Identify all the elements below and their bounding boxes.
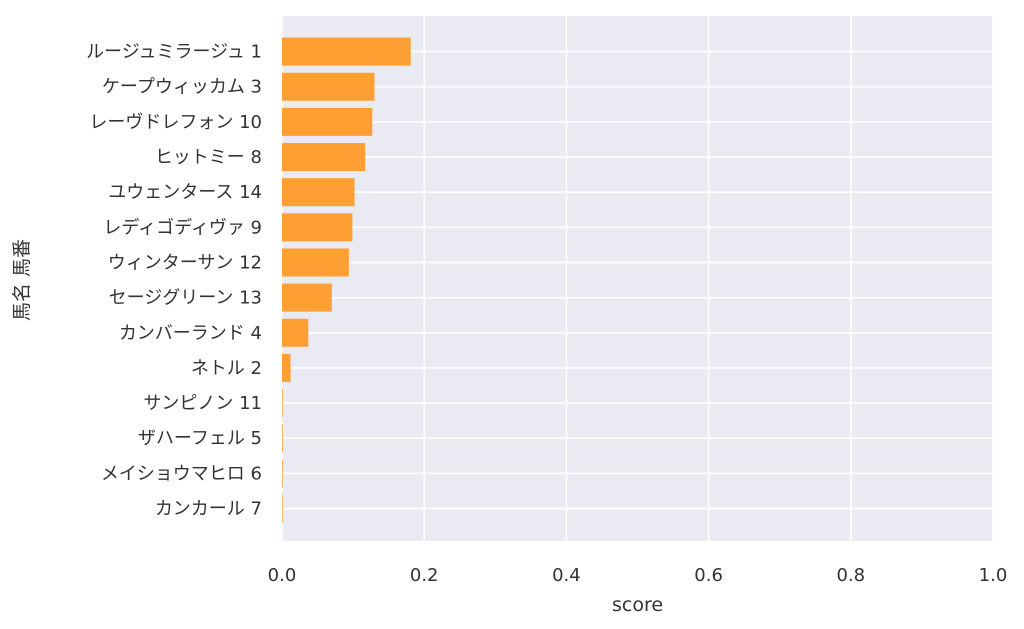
y-tick-label: ウィンターサン 12	[108, 252, 262, 273]
bar	[282, 424, 283, 453]
y-tick-label: ルージュミラージュ 1	[86, 42, 262, 63]
gridlines	[281, 16, 994, 541]
y-tick-label: ユウェンタース 14	[108, 182, 262, 203]
y-tick-label: レディゴディヴァ 9	[103, 217, 262, 238]
x-tick-label: 0.4	[552, 565, 581, 586]
y-tick-label: カンバーランド 4	[119, 323, 262, 344]
bar	[282, 213, 353, 242]
bar	[282, 494, 283, 523]
y-tick-label: セージグリーン 13	[109, 288, 262, 309]
y-axis-title: 馬名 馬番	[11, 239, 33, 321]
x-tick-label: 0.2	[410, 565, 439, 586]
bar	[282, 143, 366, 172]
x-axis-title: score	[612, 594, 663, 616]
x-tick-label: 0.6	[694, 565, 723, 586]
bar	[282, 72, 375, 101]
bar	[282, 107, 373, 136]
y-tick-label: レーヴドレフォン 10	[89, 112, 262, 133]
x-tick-label: 0.8	[836, 565, 865, 586]
bar	[282, 283, 332, 312]
bar	[282, 37, 411, 66]
y-tick-label: ヒットミー 8	[155, 147, 262, 168]
x-tick-label: 0.0	[268, 565, 297, 586]
bar	[282, 178, 355, 207]
bars	[282, 37, 411, 523]
y-tick-label: ネトル 2	[191, 358, 262, 379]
bar	[282, 389, 283, 418]
bar	[282, 459, 283, 488]
y-tick-labels: ルージュミラージュ 1 ケープウィッカム 3 レーヴドレフォン 10 ヒットミー 8 ユ…	[86, 42, 262, 520]
bar	[282, 318, 309, 347]
x-tick-label: 1.0	[979, 565, 1008, 586]
y-tick-label: ケープウィッカム 3	[102, 77, 262, 98]
bar	[282, 353, 291, 382]
y-tick-label: サンピノン 11	[143, 393, 262, 414]
bar	[282, 248, 349, 277]
y-tick-label: カンカール 7	[155, 499, 262, 520]
y-tick-label: ザハーフェル 5	[138, 428, 262, 449]
y-tick-label: メイショウマヒロ 6	[101, 463, 262, 484]
plot-background	[282, 16, 993, 541]
x-tick-labels: 0.0 0.2 0.4 0.6 0.8 1.0	[268, 565, 1008, 586]
